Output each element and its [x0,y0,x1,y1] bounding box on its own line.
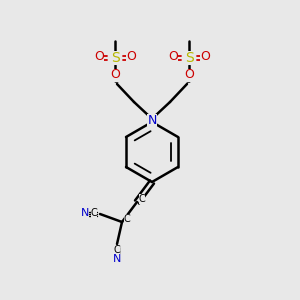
Text: N: N [147,113,157,127]
Text: C: C [139,194,145,204]
Text: O: O [200,50,210,64]
Text: N: N [113,254,121,264]
Text: O: O [126,50,136,64]
Text: O: O [184,68,194,82]
Text: S: S [111,51,119,65]
Text: N: N [81,208,89,218]
Text: C: C [124,214,130,224]
Text: O: O [110,68,120,82]
Text: O: O [168,50,178,64]
Text: C: C [114,245,120,255]
Text: S: S [184,51,194,65]
Text: C: C [91,208,98,218]
Text: O: O [94,50,104,64]
